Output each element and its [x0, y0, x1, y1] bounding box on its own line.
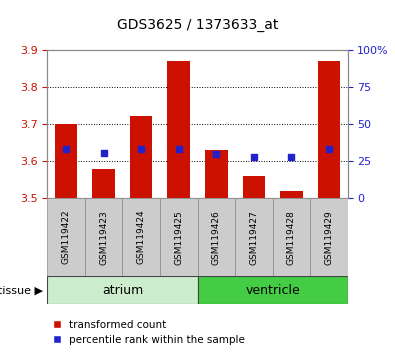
Text: tissue ▶: tissue ▶ [0, 285, 43, 295]
Text: GSM119425: GSM119425 [174, 210, 183, 264]
Point [175, 146, 182, 152]
Bar [92, 169, 115, 198]
Point [100, 150, 107, 156]
Bar [167, 61, 190, 198]
Point [213, 152, 220, 157]
Text: GSM119427: GSM119427 [249, 210, 258, 264]
Bar [198, 276, 348, 304]
Text: GSM119429: GSM119429 [324, 210, 333, 264]
Bar [235, 198, 273, 276]
Bar [273, 198, 310, 276]
Text: GSM119428: GSM119428 [287, 210, 296, 264]
Point [326, 146, 332, 152]
Legend: transformed count, percentile rank within the sample: transformed count, percentile rank withi… [53, 320, 245, 345]
Point [288, 154, 295, 159]
Bar [55, 124, 77, 198]
Point [63, 146, 70, 152]
Text: GSM119426: GSM119426 [212, 210, 221, 264]
Bar [310, 198, 348, 276]
Bar [243, 176, 265, 198]
Bar [280, 191, 303, 198]
Bar [205, 150, 228, 198]
Point [251, 154, 257, 159]
Bar [122, 198, 160, 276]
Bar [85, 198, 122, 276]
Text: GSM119423: GSM119423 [99, 210, 108, 264]
Bar [318, 61, 340, 198]
Text: atrium: atrium [102, 284, 143, 297]
Bar [130, 116, 152, 198]
Text: GDS3625 / 1373633_at: GDS3625 / 1373633_at [117, 18, 278, 32]
Text: ventricle: ventricle [245, 284, 300, 297]
Bar [198, 198, 235, 276]
Bar [47, 198, 85, 276]
Text: GSM119422: GSM119422 [62, 210, 71, 264]
Bar [160, 198, 198, 276]
Bar [47, 276, 198, 304]
Text: GSM119424: GSM119424 [137, 210, 146, 264]
Point [138, 146, 145, 152]
